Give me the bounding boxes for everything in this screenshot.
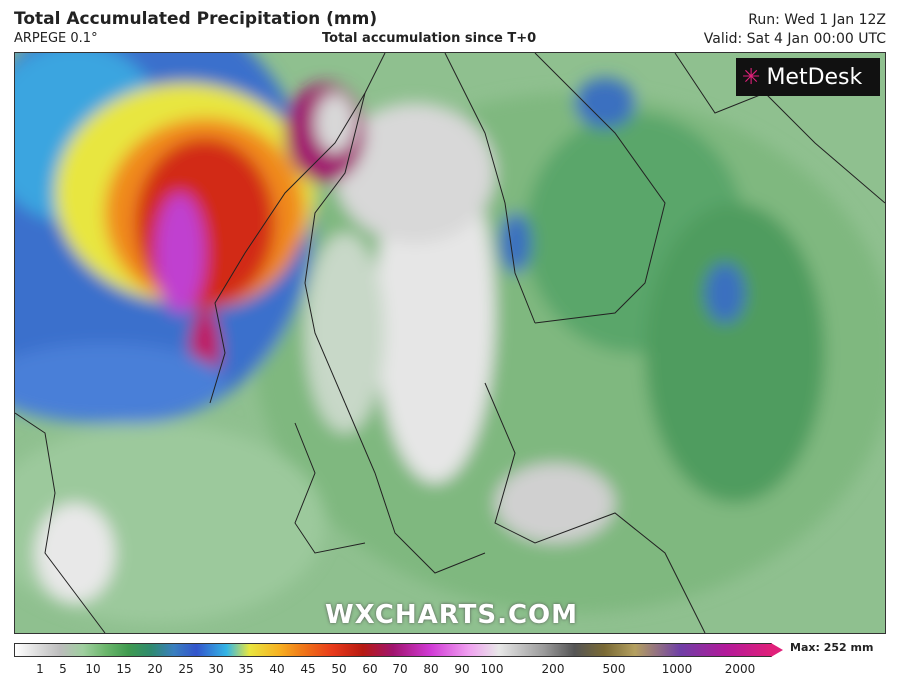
legend-tick: 5 [59, 662, 67, 676]
legend-tick: 10 [85, 662, 101, 676]
legend-tick: 500 [602, 662, 626, 676]
legend-tick: 60 [362, 662, 378, 676]
legend-tick: 45 [300, 662, 316, 676]
legend-tick: 200 [541, 662, 565, 676]
legend-tick: 20 [147, 662, 163, 676]
logo-text: MetDesk [766, 64, 863, 90]
run-time: Run: Wed 1 Jan 12Z [748, 12, 886, 28]
legend-tick: 80 [423, 662, 439, 676]
legend-tick: 30 [208, 662, 224, 676]
legend-tick: 1000 [661, 662, 693, 676]
colorbar [14, 643, 772, 657]
legend-tick: 25 [178, 662, 194, 676]
subtitle: Total accumulation since T+0 [322, 31, 537, 46]
legend-tick: 35 [238, 662, 254, 676]
colorbar-arrow [771, 643, 783, 657]
valid-time: Valid: Sat 4 Jan 00:00 UTC [703, 31, 886, 47]
legend-tick: 40 [269, 662, 285, 676]
legend-tick: 1 [36, 662, 44, 676]
logo: ✳ MetDesk [736, 58, 880, 96]
legend-tick: 15 [116, 662, 132, 676]
max-label: Max: 252 mm [790, 641, 874, 654]
legend-tick: 50 [331, 662, 347, 676]
legend-tick: 70 [392, 662, 408, 676]
watermark: WXCHARTS.COM [325, 600, 579, 630]
legend-tick: 100 [480, 662, 504, 676]
map [14, 52, 886, 634]
title: Total Accumulated Precipitation (mm) [14, 9, 378, 29]
borders [15, 53, 885, 633]
legend-tick: 90 [454, 662, 470, 676]
legend-tick: 2000 [724, 662, 756, 676]
logo-icon: ✳ [742, 64, 761, 90]
model: ARPEGE 0.1° [14, 31, 98, 46]
